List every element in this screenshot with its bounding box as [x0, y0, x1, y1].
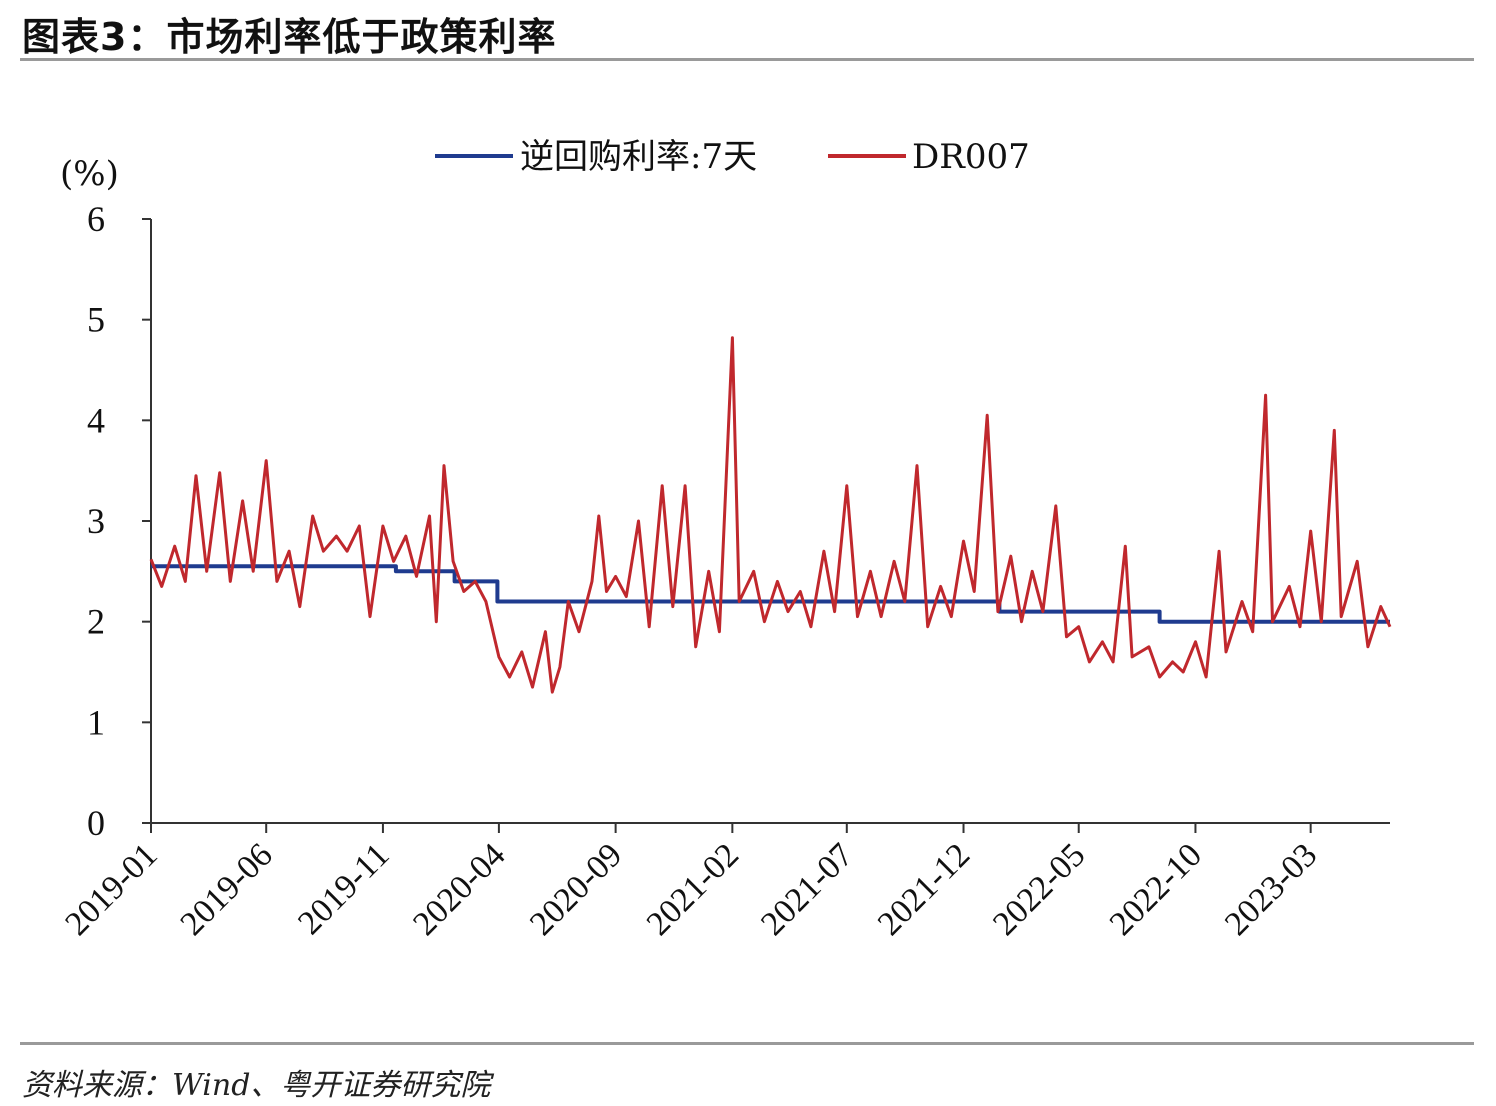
y-tick-label: 4 — [87, 400, 105, 440]
x-tick-label: 2021-12 — [871, 836, 977, 942]
x-tick-label: 2020-04 — [406, 836, 512, 942]
x-tick-label: 2023-03 — [1218, 836, 1324, 942]
x-tick-label: 2020-09 — [523, 836, 629, 942]
x-tick-label: 2022-10 — [1103, 836, 1209, 942]
top-rule — [20, 58, 1474, 61]
y-tick-label: 2 — [87, 602, 105, 642]
y-tick-label: 1 — [87, 702, 105, 742]
series-line-dr007 — [149, 336, 1392, 694]
legend-label-policy: 逆回购利率:7天 — [520, 137, 757, 177]
bottom-rule — [20, 1042, 1474, 1045]
chart-legend: 逆回购利率:7天 DR007 — [435, 137, 1030, 177]
x-tick-label: 2022-05 — [986, 836, 1092, 942]
y-tick-label: 3 — [87, 501, 105, 541]
x-tick-label: 2021-02 — [640, 836, 746, 942]
y-tick-label: 6 — [87, 199, 105, 239]
series-line-policy-rate — [151, 564, 1390, 624]
series-layer — [149, 336, 1392, 694]
figure-title: 图表3：市场利率低于政策利率 — [22, 15, 557, 59]
x-tick-label: 2019-11 — [291, 836, 396, 941]
legend-label-dr007: DR007 — [912, 137, 1030, 177]
source-note: 资料来源：Wind、粤开证券研究院 — [22, 1068, 491, 1103]
y-tick-label: 0 — [87, 803, 105, 843]
x-tick-label: 2019-01 — [58, 836, 164, 942]
y-tick-label: 5 — [87, 300, 105, 340]
x-tick-label: 2019-06 — [174, 836, 280, 942]
y-unit-label: (%) — [60, 154, 119, 194]
x-tick-label: 2021-07 — [754, 836, 860, 942]
